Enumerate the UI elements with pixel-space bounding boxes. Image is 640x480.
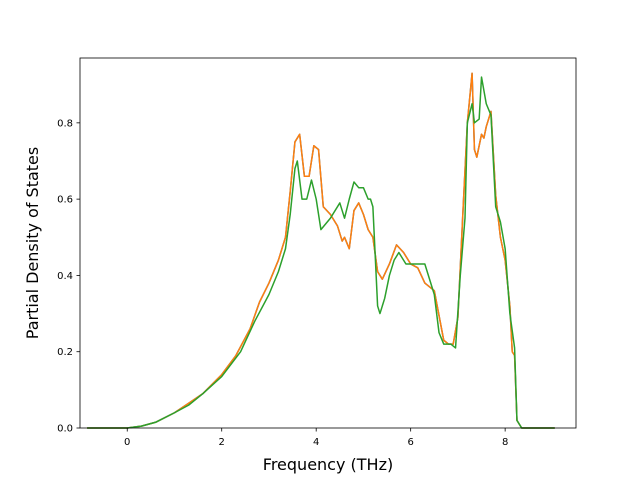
x-tick-label: 8 [502,437,508,448]
x-tick-label: 2 [219,437,225,448]
plot-background [80,58,576,428]
y-axis-ticks: 0.0 0.2 0.4 0.6 0.8 [57,118,80,435]
x-tick-label: 6 [407,437,413,448]
series-line-2 [87,72,555,429]
x-axis-label: Frequency (THz) [263,455,393,474]
plot-frame [79,57,577,429]
x-tick-label: 4 [313,437,319,448]
y-tick-label: 0.0 [57,424,73,435]
y-tick-label: 0.4 [57,271,73,282]
series-layer [87,72,555,429]
y-tick-label: 0.2 [57,347,73,358]
series-line-3 [87,76,555,429]
y-axis-label: Partial Density of States [23,147,42,339]
y-tick-label: 0.8 [57,118,73,129]
x-axis-ticks: 0 2 4 6 8 [124,428,508,448]
x-tick-label: 0 [124,437,130,448]
y-tick-label: 0.6 [57,195,73,206]
